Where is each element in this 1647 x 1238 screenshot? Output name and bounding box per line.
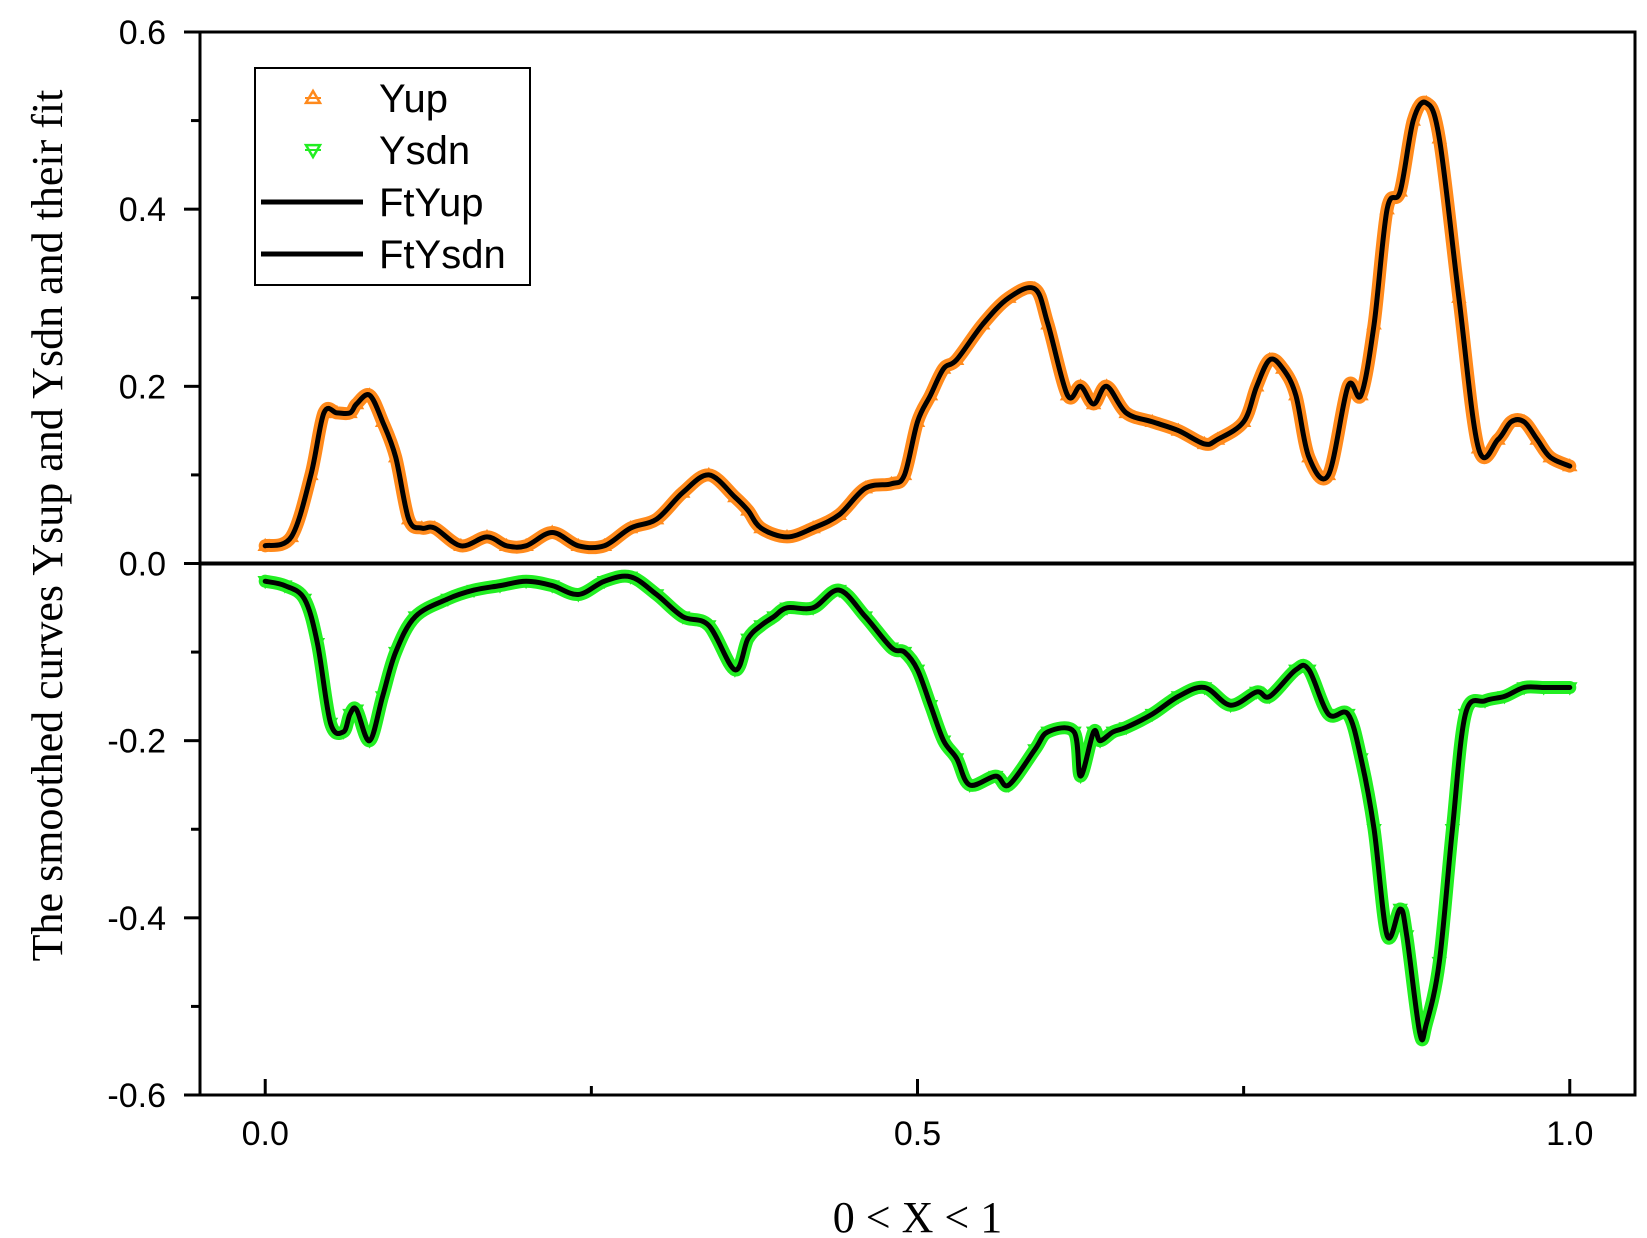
legend-box [254, 67, 531, 286]
series-layer [257, 94, 1578, 1047]
x-tick-label: 0.5 [894, 1115, 941, 1153]
series-ftyup-line [262, 99, 1573, 551]
legend-label: FtYup [379, 181, 484, 225]
y-tick-label: 0.4 [119, 191, 166, 229]
y-tick-label: 0.0 [119, 546, 166, 584]
series-ftysdn-line [262, 573, 1573, 1043]
x-axis-title: 0 < X < 1 [833, 1193, 1002, 1238]
legend-marker-yup [303, 88, 323, 105]
legend-marker-ysdn [303, 143, 323, 160]
legend-label: FtYsdn [379, 233, 506, 277]
y-tick-label: -0.6 [107, 1077, 166, 1115]
x-tick-label: 1.0 [1546, 1115, 1593, 1153]
y-tick-label: -0.4 [107, 900, 166, 938]
legend-label: Yup [379, 77, 448, 121]
x-axis: 0.0 0.5 1.0 [242, 1079, 1593, 1153]
y-axis: 0.6 0.4 0.2 0.0 -0.2 -0.4 -0.6 [107, 14, 200, 1115]
y-tick-label: -0.2 [107, 723, 166, 761]
legend-label: Ysdn [379, 129, 470, 173]
y-tick-label: 0.2 [119, 368, 166, 406]
y-axis-title: The smoothed curves Ysup and Ysdn and th… [23, 90, 72, 962]
legend: Yup Ysdn FtYup FtYsdn [254, 67, 531, 286]
x-tick-label: 0.0 [242, 1115, 289, 1153]
plot-area [198, 30, 1637, 1097]
y-tick-label: 0.6 [119, 14, 166, 52]
